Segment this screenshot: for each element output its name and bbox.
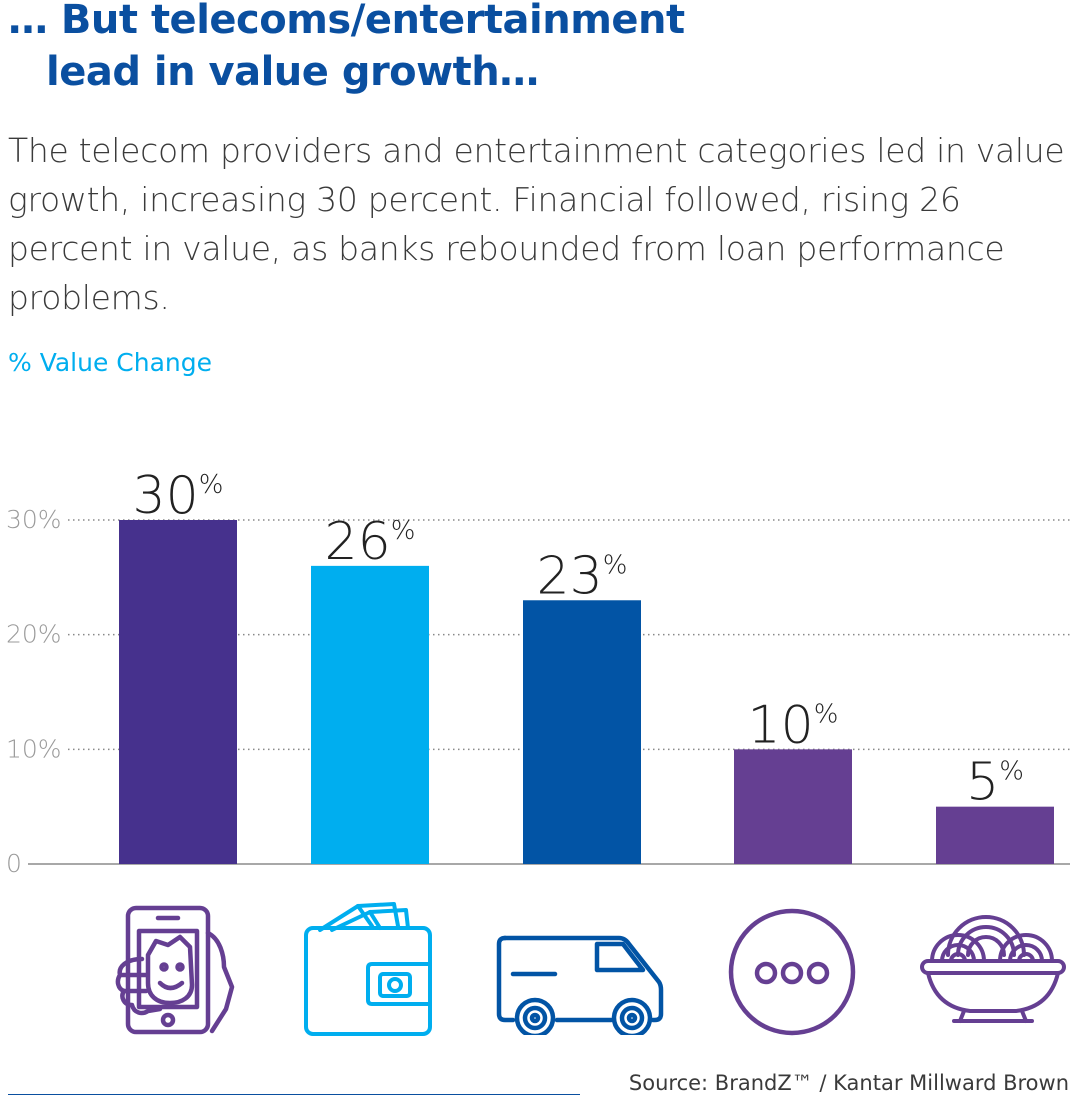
bar-chart: 010%20%30% 30%26%23%10%5% — [6, 466, 1070, 878]
bar — [936, 806, 1054, 864]
y-tick-label: 10% — [6, 734, 62, 763]
y-tick-label: 0 — [6, 849, 22, 878]
data-label: 5% — [966, 753, 1024, 813]
data-label-unit: % — [391, 516, 416, 546]
bar — [523, 600, 641, 864]
bar — [734, 749, 852, 864]
data-label: 10% — [748, 695, 839, 755]
delivery-van-icon — [496, 935, 664, 1035]
data-label: 26% — [325, 512, 416, 572]
description-text: The telecom providers and entertainment … — [8, 131, 1065, 317]
data-label-unit: % — [999, 757, 1024, 787]
chart-title: … But telecoms/entertainment lead in val… — [8, 0, 685, 98]
y-axis-label: % Value Change — [8, 348, 213, 377]
data-label-number: 30 — [133, 466, 199, 526]
source-divider — [8, 1094, 580, 1095]
data-label-number: 23 — [537, 546, 603, 606]
bar — [119, 520, 237, 864]
wallet-icon — [304, 902, 432, 1036]
ellipsis-circle-icon — [728, 908, 856, 1036]
bar — [311, 565, 429, 864]
data-label-unit: % — [603, 550, 628, 580]
noodle-bowl-icon — [920, 915, 1066, 1023]
source-note: Source: BrandZ™ / Kantar Millward Brown — [628, 1071, 1069, 1095]
y-tick-label: 20% — [6, 620, 62, 649]
data-label: 23% — [537, 546, 628, 606]
y-tick-label: 30% — [6, 505, 62, 534]
title-line: lead in value growth… — [46, 49, 539, 95]
data-label-unit: % — [199, 470, 224, 500]
data-label-number: 5 — [966, 753, 999, 813]
title-line: … But telecoms/entertainment — [8, 0, 685, 43]
smartphone-selfie-icon — [115, 905, 235, 1035]
category-icons — [0, 895, 1077, 1045]
data-label-unit: % — [814, 699, 839, 729]
data-label-number: 26 — [325, 512, 391, 572]
data-label: 30% — [133, 466, 224, 526]
data-label-number: 10 — [748, 695, 814, 755]
